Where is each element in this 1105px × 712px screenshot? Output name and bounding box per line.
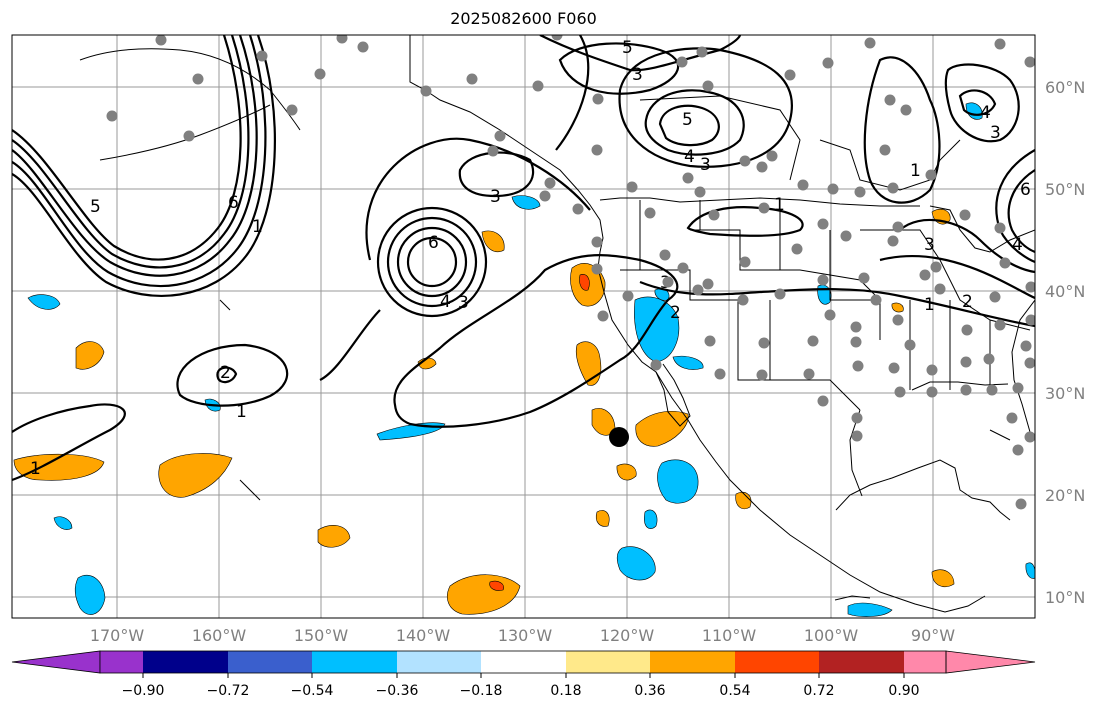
contour-label: 3 <box>490 187 501 207</box>
lat-label: 20°N <box>1045 486 1086 505</box>
colorbar-segment <box>566 651 650 673</box>
colorbar-segment <box>735 651 819 673</box>
lat-label: 30°N <box>1045 384 1086 403</box>
black-dot-marker <box>609 427 629 447</box>
colorbar-segment <box>312 651 397 673</box>
lat-label: 50°N <box>1045 180 1086 199</box>
lon-label: 110°W <box>701 626 757 645</box>
contour-label: 1 <box>774 195 785 215</box>
colorbar-segment <box>143 651 228 673</box>
colorbar-tick-label: −0.36 <box>375 683 419 699</box>
contour-label: 6 <box>228 193 239 213</box>
contour-label: 2 <box>962 292 973 312</box>
colorbar-tick-label: −0.90 <box>121 683 165 699</box>
contour-label: 5 <box>90 197 101 217</box>
colorbar-tick-label: −0.54 <box>290 683 334 699</box>
map-title: 2025082600 F060 <box>450 9 597 28</box>
contour-label: 5 <box>622 38 633 58</box>
graticule <box>12 35 1035 618</box>
contour-label: 3 <box>700 155 711 175</box>
contour-label: 4 <box>980 103 991 123</box>
colorbar-segment <box>397 651 481 673</box>
colorbar-tick-label: −0.18 <box>459 683 503 699</box>
contour-label: 3 <box>990 123 1001 143</box>
colorbar-tick-label: 0.36 <box>634 683 666 699</box>
contour-label: 3 <box>458 293 469 313</box>
map-background <box>12 35 1035 618</box>
lon-label: 120°W <box>599 626 655 645</box>
lon-label: 150°W <box>293 626 349 645</box>
lon-label: 90°W <box>910 626 956 645</box>
lon-label: 170°W <box>89 626 145 645</box>
map-frame <box>11 34 1036 619</box>
colorbar-segment <box>904 651 946 673</box>
contour-label: 6 <box>428 233 439 253</box>
contour-label: 4 <box>440 292 451 312</box>
colorbar-tick-label: 0.90 <box>888 683 920 699</box>
colorbar-segment <box>228 651 312 673</box>
colorbar-ticks <box>142 673 905 678</box>
colorbar-segment <box>481 651 566 673</box>
colorbar-segment <box>650 651 735 673</box>
lat-label: 10°N <box>1045 588 1086 607</box>
colorbar <box>11 650 1036 674</box>
lon-label: 100°W <box>803 626 859 645</box>
contour-label: 2 <box>220 363 231 383</box>
contour-label: 4 <box>1012 235 1023 255</box>
lat-label: 60°N <box>1045 78 1086 97</box>
contour-label: 1 <box>236 402 247 422</box>
contour-label: 1 <box>910 161 921 181</box>
lat-label: 40°N <box>1045 282 1086 301</box>
colorbar-tick-label: 0.18 <box>550 683 582 699</box>
lon-label: 130°W <box>497 626 553 645</box>
lon-label: 140°W <box>395 626 451 645</box>
colorbar-segment <box>100 651 143 673</box>
contour-label: 4 <box>684 147 695 167</box>
station-markers <box>106 35 1035 510</box>
colorbar-tick-label: −0.72 <box>206 683 250 699</box>
shaded-patches <box>13 102 1035 617</box>
lon-label: 160°W <box>191 626 247 645</box>
contour-label: 1 <box>30 459 41 479</box>
contour-label: 3 <box>632 65 643 85</box>
contour-label: 6 <box>1020 180 1031 200</box>
contour-label: 1 <box>924 295 935 315</box>
contour-label: 2 <box>670 303 681 323</box>
contour-label: 3 <box>924 235 935 255</box>
contour-label: 5 <box>682 110 693 130</box>
contour-label: 1 <box>252 217 263 237</box>
colorbar-segment <box>819 651 904 673</box>
colorbar-tick-label: 0.72 <box>803 683 835 699</box>
contours <box>12 35 1035 482</box>
colorbar-tick-label: 0.54 <box>719 683 751 699</box>
